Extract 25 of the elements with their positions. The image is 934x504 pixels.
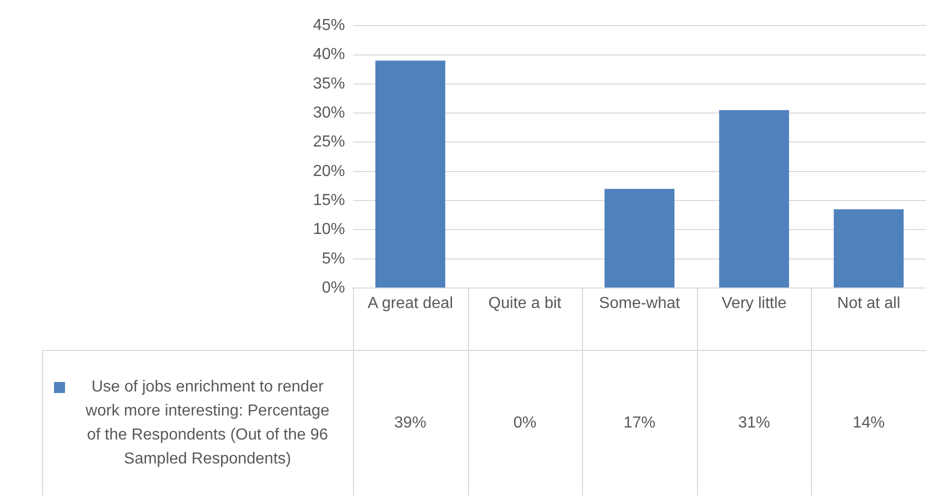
legend-label: Use of jobs enrichment to render work more interesting: Percentage of the Respondents (Out of the 96 Sampled Respondents) — [84, 378, 330, 468]
y-tick-label: 45% — [312, 17, 345, 34]
y-tick-label: 0% — [322, 279, 345, 296]
bar — [834, 209, 904, 288]
y-tick-label: 20% — [312, 162, 345, 180]
y-tick-label: 30% — [312, 104, 345, 122]
y-tick-label: 35% — [312, 75, 345, 92]
data-label: 17% — [623, 414, 656, 432]
y-tick-label: 25% — [312, 134, 345, 151]
data-label: 0% — [513, 414, 536, 432]
x-tick-label: Very little — [722, 295, 787, 312]
y-tick-label: 40% — [312, 46, 345, 64]
bar — [604, 188, 674, 288]
data-label: 14% — [852, 414, 885, 432]
data-label: 31% — [738, 414, 770, 432]
y-tick-label: 10% — [312, 221, 345, 238]
x-tick-label: A great deal — [368, 295, 454, 312]
x-tick-label: Some-what — [599, 295, 681, 312]
y-tick-label: 15% — [312, 192, 345, 209]
data-label: 39% — [394, 414, 426, 432]
bar — [719, 110, 790, 288]
bar — [375, 60, 446, 288]
x-tick-label: Not at all — [837, 295, 900, 312]
y-tick-label: 5% — [322, 250, 345, 268]
x-tick-label: Quite a bit — [488, 295, 562, 312]
